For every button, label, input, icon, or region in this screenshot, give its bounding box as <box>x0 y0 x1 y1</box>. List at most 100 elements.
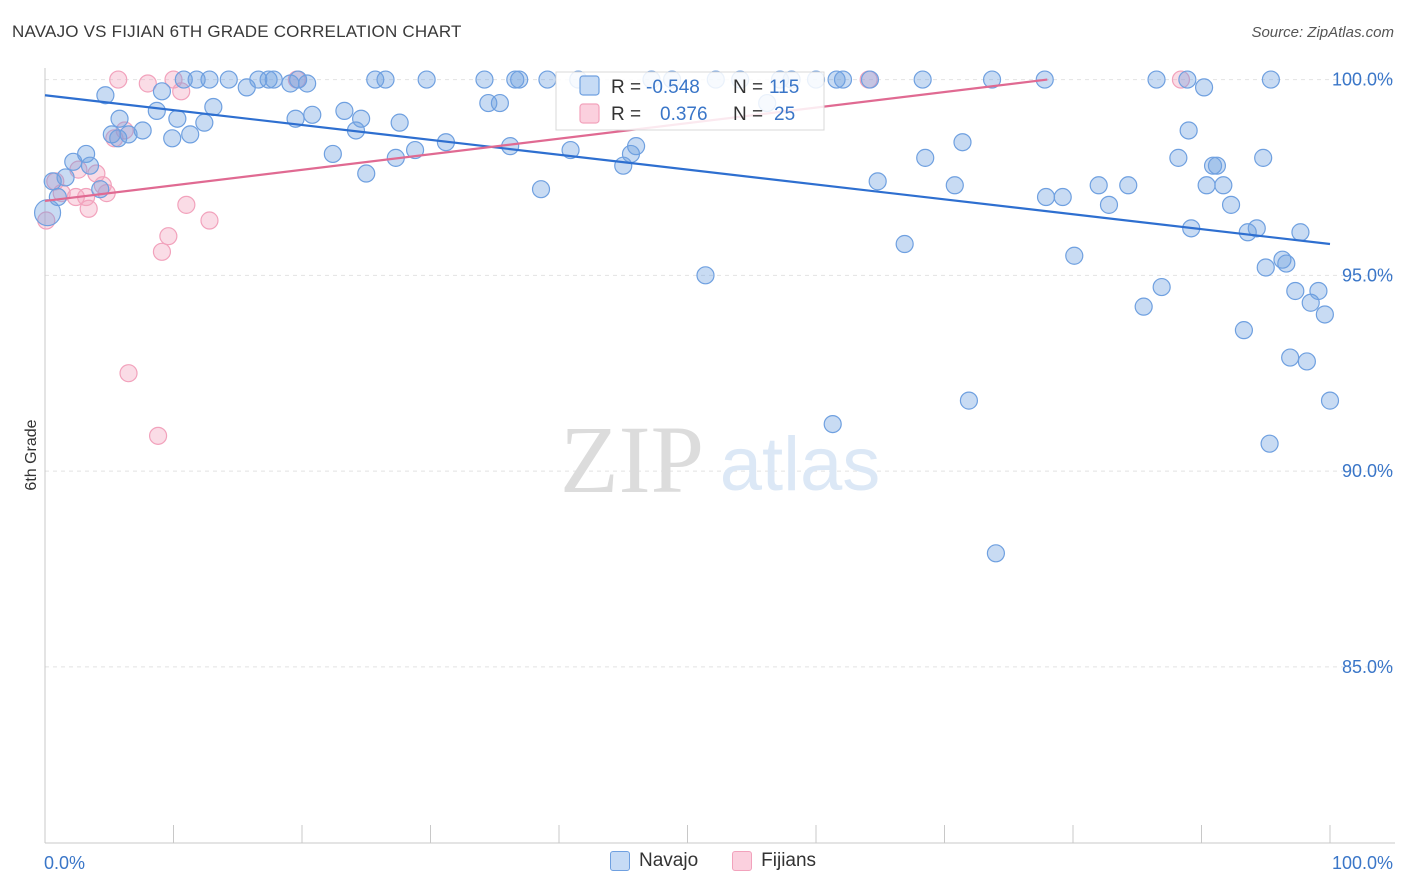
navajo-point <box>1297 352 1316 371</box>
navajo-point <box>538 70 557 89</box>
navajo-point <box>895 234 914 254</box>
navajo-r-label: R = <box>611 77 641 98</box>
navajo-point <box>953 133 972 152</box>
navajo-point <box>1203 156 1223 175</box>
navajo-point <box>335 101 354 120</box>
navajo-point <box>490 93 509 113</box>
fijians-legend-label: Fijians <box>761 850 817 871</box>
navajo-point <box>823 414 842 434</box>
navajo-point <box>827 70 846 89</box>
navajo-point <box>259 70 278 89</box>
navajo-point <box>986 544 1006 563</box>
navajo-point <box>352 109 371 128</box>
navajo-point <box>323 144 342 164</box>
navajo-point <box>376 70 395 89</box>
navajo-point <box>1261 70 1280 89</box>
navajo-point <box>1221 195 1241 214</box>
navajo-point <box>1147 70 1166 89</box>
navajo-point <box>1099 195 1119 214</box>
fijians-point <box>1171 70 1191 89</box>
navajo-point <box>1277 254 1296 273</box>
navajo-point <box>303 105 322 124</box>
navajo-point <box>982 70 1002 89</box>
watermark-atlas: atlas <box>720 422 881 507</box>
navajo-point <box>200 70 219 89</box>
navajo-point <box>945 176 964 195</box>
navajo-point <box>366 70 385 89</box>
navajo-point <box>626 137 646 156</box>
navajo-legend-label: Navajo <box>639 850 699 871</box>
navajo-point <box>1179 121 1198 140</box>
navajo-point <box>1309 281 1328 301</box>
navajo-point <box>1315 305 1334 324</box>
navajo-r-value: -0.548 <box>646 77 700 98</box>
navajo-point <box>181 125 200 144</box>
navajo-point <box>868 172 887 191</box>
fijians-point <box>159 227 178 246</box>
stats-legend-box <box>555 71 825 131</box>
watermark-zip: ZIP <box>560 406 704 513</box>
navajo-point <box>1194 78 1214 97</box>
fijians-r-value: 0.376 <box>660 104 708 125</box>
trend-lines <box>44 78 1331 246</box>
navajo-point <box>1256 258 1275 277</box>
y-tick-label: 95.0% <box>1342 265 1393 285</box>
navajo-point <box>187 70 206 89</box>
navajo-point <box>531 180 551 199</box>
navajo-point <box>174 70 193 89</box>
y-tick-label: 90.0% <box>1342 461 1393 481</box>
navajo-point <box>1152 277 1171 297</box>
navajo-point <box>913 70 932 89</box>
navajo-point <box>147 101 166 120</box>
x-tick-label: 100.0% <box>1332 853 1393 873</box>
navajo-point <box>219 70 238 89</box>
navajo-point <box>357 164 376 183</box>
navajo-point <box>80 156 100 175</box>
navajo-point <box>168 109 187 128</box>
fijians-point <box>148 426 168 445</box>
navajo-point <box>1169 148 1188 167</box>
navajo-point <box>1053 187 1072 207</box>
navajo-point <box>1178 70 1197 89</box>
tick-labels: 85.0% 90.0% 95.0% 100.0% 0.0% 100.0% <box>44 70 1393 873</box>
fijians-point <box>200 211 219 230</box>
navajo-point <box>510 70 529 89</box>
fijians-point <box>152 242 172 261</box>
navajo-point <box>96 86 115 105</box>
chart-source: Source: ZipAtlas.com <box>1251 24 1394 41</box>
y-tick-label: 85.0% <box>1342 657 1393 677</box>
legend-item-navajo[interactable]: Navajo <box>610 850 698 872</box>
fijians-point <box>177 195 196 214</box>
navajo-n-value: 115 <box>769 77 799 98</box>
gridlines <box>45 79 1395 668</box>
navajo-point <box>475 70 494 89</box>
navajo-point <box>1281 348 1300 367</box>
navajo-point <box>696 266 715 285</box>
y-axis-label: 6th Grade <box>23 419 40 490</box>
navajo-point <box>48 187 67 207</box>
x-tick-label: 0.0% <box>44 853 85 873</box>
navajo-point <box>1286 281 1305 301</box>
fijians-n-value: 25 <box>774 104 795 125</box>
navajo-point <box>77 144 96 164</box>
navajo-point <box>1320 391 1340 410</box>
stats-legend: R = -0.548 N = 115 R = 0.376 N = 25 <box>555 71 825 131</box>
navajo-point <box>417 70 436 89</box>
navajo-point <box>1247 219 1266 238</box>
fijians-swatch <box>579 103 600 124</box>
legend-item-fijians[interactable]: Fijians <box>732 850 816 872</box>
fijians-point <box>138 74 157 93</box>
navajo-point <box>1207 156 1227 175</box>
navajo-point <box>561 140 580 160</box>
bottom-legend: Navajo Fijians <box>610 850 840 872</box>
navajo-point <box>1214 176 1233 195</box>
navajo-point <box>289 70 308 89</box>
fijians-r-label: R = <box>611 104 641 125</box>
navajo-point <box>1119 176 1138 195</box>
fijians-point <box>172 82 191 101</box>
fijians-n-label: N = <box>733 104 763 125</box>
y-tick-label: 100.0% <box>1332 70 1393 90</box>
fijians-legend-swatch <box>732 851 753 871</box>
navajo-point <box>264 70 283 89</box>
